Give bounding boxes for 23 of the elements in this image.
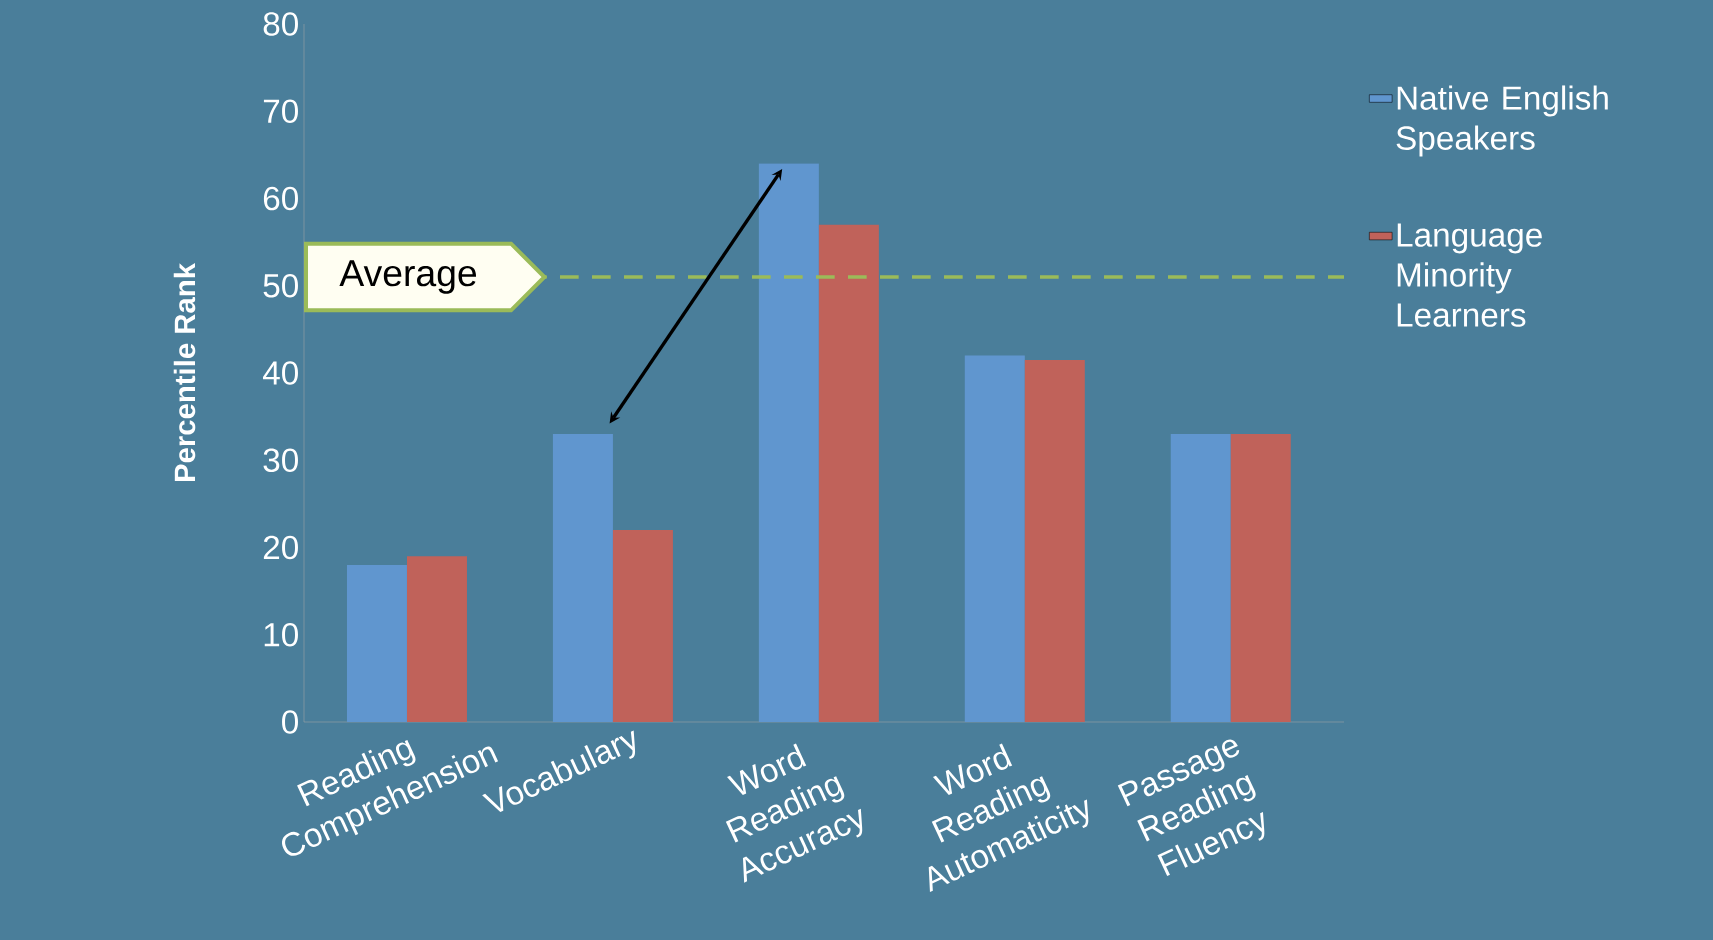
y-tick-label: 30 xyxy=(263,448,298,473)
bar xyxy=(1230,434,1291,722)
bar xyxy=(964,355,1025,722)
y-tick-label: 0 xyxy=(282,710,298,734)
legend-label: Native English Speakers xyxy=(1396,85,1608,157)
y-tick-label: 70 xyxy=(263,99,298,124)
bar xyxy=(552,434,613,722)
bar xyxy=(612,530,673,722)
bar xyxy=(758,163,819,722)
y-tick-label: 10 xyxy=(264,622,298,647)
y-tick-label: 40 xyxy=(262,361,298,385)
bar xyxy=(818,224,879,722)
bar xyxy=(346,564,407,722)
bar xyxy=(406,556,467,722)
bar xyxy=(1024,359,1085,722)
y-axis-title: Percentile Rank xyxy=(173,262,196,482)
legend-label: Language Minority Learners xyxy=(1397,223,1542,327)
ref-line-label: Average xyxy=(339,260,477,294)
y-tick-label: 60 xyxy=(263,186,298,211)
y-tick-label: 80 xyxy=(263,12,298,36)
y-tick-label: 50 xyxy=(263,273,298,298)
y-tick-label: 20 xyxy=(263,535,298,560)
bar xyxy=(1170,434,1231,722)
